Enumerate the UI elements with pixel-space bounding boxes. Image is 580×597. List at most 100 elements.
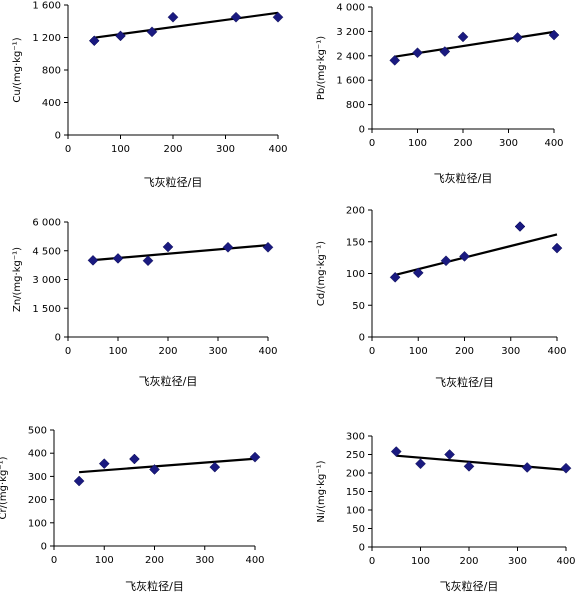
- panel-3-y-tick-label: 4 500: [32, 246, 61, 257]
- panel-3-x-tick-label: 400: [258, 346, 277, 357]
- panel-4-x-tick-label: 0: [369, 346, 375, 357]
- panel-6-y-tick-label: 100: [346, 506, 365, 517]
- panel-6-x-axis-label: 飞灰粒径/目: [440, 579, 499, 593]
- panel-2-x-tick-label: 300: [499, 138, 518, 149]
- panel-5-data-point: [129, 453, 140, 465]
- panel-6-data-point: [560, 462, 572, 474]
- panel-6-y-tick-label: 50: [352, 524, 365, 535]
- panel-4-y-tick-label: 200: [346, 206, 365, 217]
- panel-6-data-point: [390, 446, 402, 457]
- panel-4-data-point: [389, 271, 401, 283]
- panel-1-data-point: [115, 30, 126, 42]
- panel-2-y-tick-label: 0: [359, 125, 365, 136]
- panel-3-x-axis-label: 飞灰粒径/目: [139, 374, 198, 388]
- panel-3-y-tick-label: 3 000: [32, 275, 61, 286]
- panel-3-data-point: [162, 241, 174, 253]
- panel-6-trendline: [396, 454, 567, 471]
- panel-6-y-tick-label: 250: [346, 450, 365, 461]
- panel-1-x-axis-label: 飞灰粒径/目: [144, 175, 203, 189]
- panel-5-x-tick-label: 100: [95, 555, 114, 566]
- panel-6-x-tick-label: 400: [556, 556, 575, 567]
- panel-6-y-tick-label: 150: [346, 487, 365, 498]
- panel-4-x-tick-label: 300: [501, 346, 520, 357]
- panel-6-x-tick-label: 0: [369, 556, 375, 567]
- panel-1-y-axis-label: Cu/(mg·kg⁻¹): [12, 37, 23, 102]
- panel-6-x-tick-label: 200: [459, 556, 478, 567]
- panel-1-y-tick-label: 800: [42, 66, 61, 77]
- panel-4-y-tick-label: 100: [346, 269, 365, 280]
- panel-1-y-tick-label: 1 600: [32, 1, 61, 12]
- panel-5-y-tick-label: 100: [28, 518, 47, 529]
- panel-5-x-tick-label: 0: [51, 555, 57, 566]
- panel-2-x-tick-label: 0: [369, 138, 375, 149]
- panel-2-y-tick-label: 800: [346, 100, 365, 111]
- panel-3-y-tick-label: 1 500: [32, 304, 61, 315]
- panel-4-data-point: [440, 255, 452, 267]
- panel-1-data-point: [167, 11, 179, 23]
- panel-6-data-point: [521, 462, 533, 473]
- panel-3-data-point: [262, 241, 274, 253]
- panel-5-x-tick-label: 400: [245, 555, 264, 566]
- panel-2-x-tick-label: 100: [408, 138, 427, 149]
- panel-5-y-tick-label: 400: [28, 449, 47, 460]
- panel-1-x-tick-label: 400: [268, 144, 287, 155]
- panel-2-x-axis-label: 飞灰粒径/目: [434, 171, 493, 185]
- panel-1-x-tick-label: 0: [65, 144, 71, 155]
- panel-5-y-tick-label: 0: [41, 542, 47, 553]
- panel-6-data-point: [415, 458, 426, 470]
- panel-1-data-point: [146, 26, 158, 38]
- panel-2-y-tick-label: 2 400: [336, 51, 365, 62]
- panel-3-x-tick-label: 200: [158, 346, 177, 357]
- panel-1-data-point: [230, 11, 242, 23]
- panel-3-x-tick-label: 0: [65, 346, 71, 357]
- panel-3-data-point: [222, 241, 234, 253]
- panel-5-x-axis-label: 飞灰粒径/目: [125, 579, 184, 593]
- panel-5-data-point: [98, 458, 110, 469]
- panel-5-data-point: [73, 475, 85, 487]
- panel-3-x-tick-label: 100: [108, 346, 127, 357]
- panel-5-trendline: [79, 457, 256, 474]
- panel-4-data-point: [412, 267, 424, 279]
- panel-4-x-tick-label: 100: [409, 346, 428, 357]
- panel-6-data-point: [444, 449, 455, 460]
- panel-6-y-tick-label: 200: [346, 469, 365, 480]
- panel-4-y-axis-label: Cd/(mg·kg⁻¹): [316, 241, 327, 306]
- panel-3-data-point: [112, 253, 124, 264]
- panel-1-y-tick-label: 0: [55, 131, 61, 142]
- panel-6-y-axis-label: Ni/(mg·kg⁻¹): [316, 460, 327, 522]
- panel-3-y-tick-label: 6 000: [32, 218, 61, 229]
- panel-5-data-point: [249, 451, 261, 463]
- panel-3-y-tick-label: 0: [55, 333, 61, 344]
- panel-1-y-tick-label: 1 200: [32, 33, 61, 44]
- panel-6-y-tick-label: 300: [346, 432, 365, 443]
- panel-4-x-tick-label: 400: [547, 346, 566, 357]
- panel-2-data-point: [548, 29, 560, 41]
- panel-1-x-tick-label: 300: [216, 144, 235, 155]
- panel-1-y-tick-label: 400: [42, 98, 61, 109]
- panel-2-y-tick-label: 1 600: [336, 76, 365, 87]
- panel-3-data-point: [142, 255, 154, 267]
- panel-4-x-axis-label: 飞灰粒径/目: [435, 375, 494, 389]
- panel-5-y-tick-label: 300: [28, 472, 47, 483]
- panel-1-data-point: [272, 11, 284, 23]
- panel-1-trendline: [94, 11, 279, 39]
- panel-5-y-tick-label: 500: [28, 426, 47, 437]
- panel-6-x-tick-label: 300: [508, 556, 527, 567]
- panel-2-x-tick-label: 200: [453, 138, 472, 149]
- panel-5-data-point: [149, 464, 160, 475]
- panel-5-x-tick-label: 200: [145, 555, 164, 566]
- panel-2-y-tick-label: 4 000: [336, 3, 365, 14]
- panel-4-y-tick-label: 50: [352, 301, 365, 312]
- panel-4-y-tick-label: 150: [346, 237, 365, 248]
- panel-2-x-tick-label: 400: [544, 138, 563, 149]
- panel-5-y-axis-label: Cr/(mg·kg⁻¹): [0, 456, 9, 519]
- panel-4-data-point: [551, 242, 563, 254]
- panel-2-data-point: [439, 46, 451, 57]
- panel-1-x-tick-label: 200: [163, 144, 182, 155]
- panel-2-y-tick-label: 3 200: [336, 27, 365, 38]
- panel-5-x-tick-label: 300: [195, 555, 214, 566]
- panel-1-data-point: [88, 35, 100, 47]
- panel-2-data-point: [389, 55, 401, 66]
- panel-4-trendline: [394, 233, 558, 276]
